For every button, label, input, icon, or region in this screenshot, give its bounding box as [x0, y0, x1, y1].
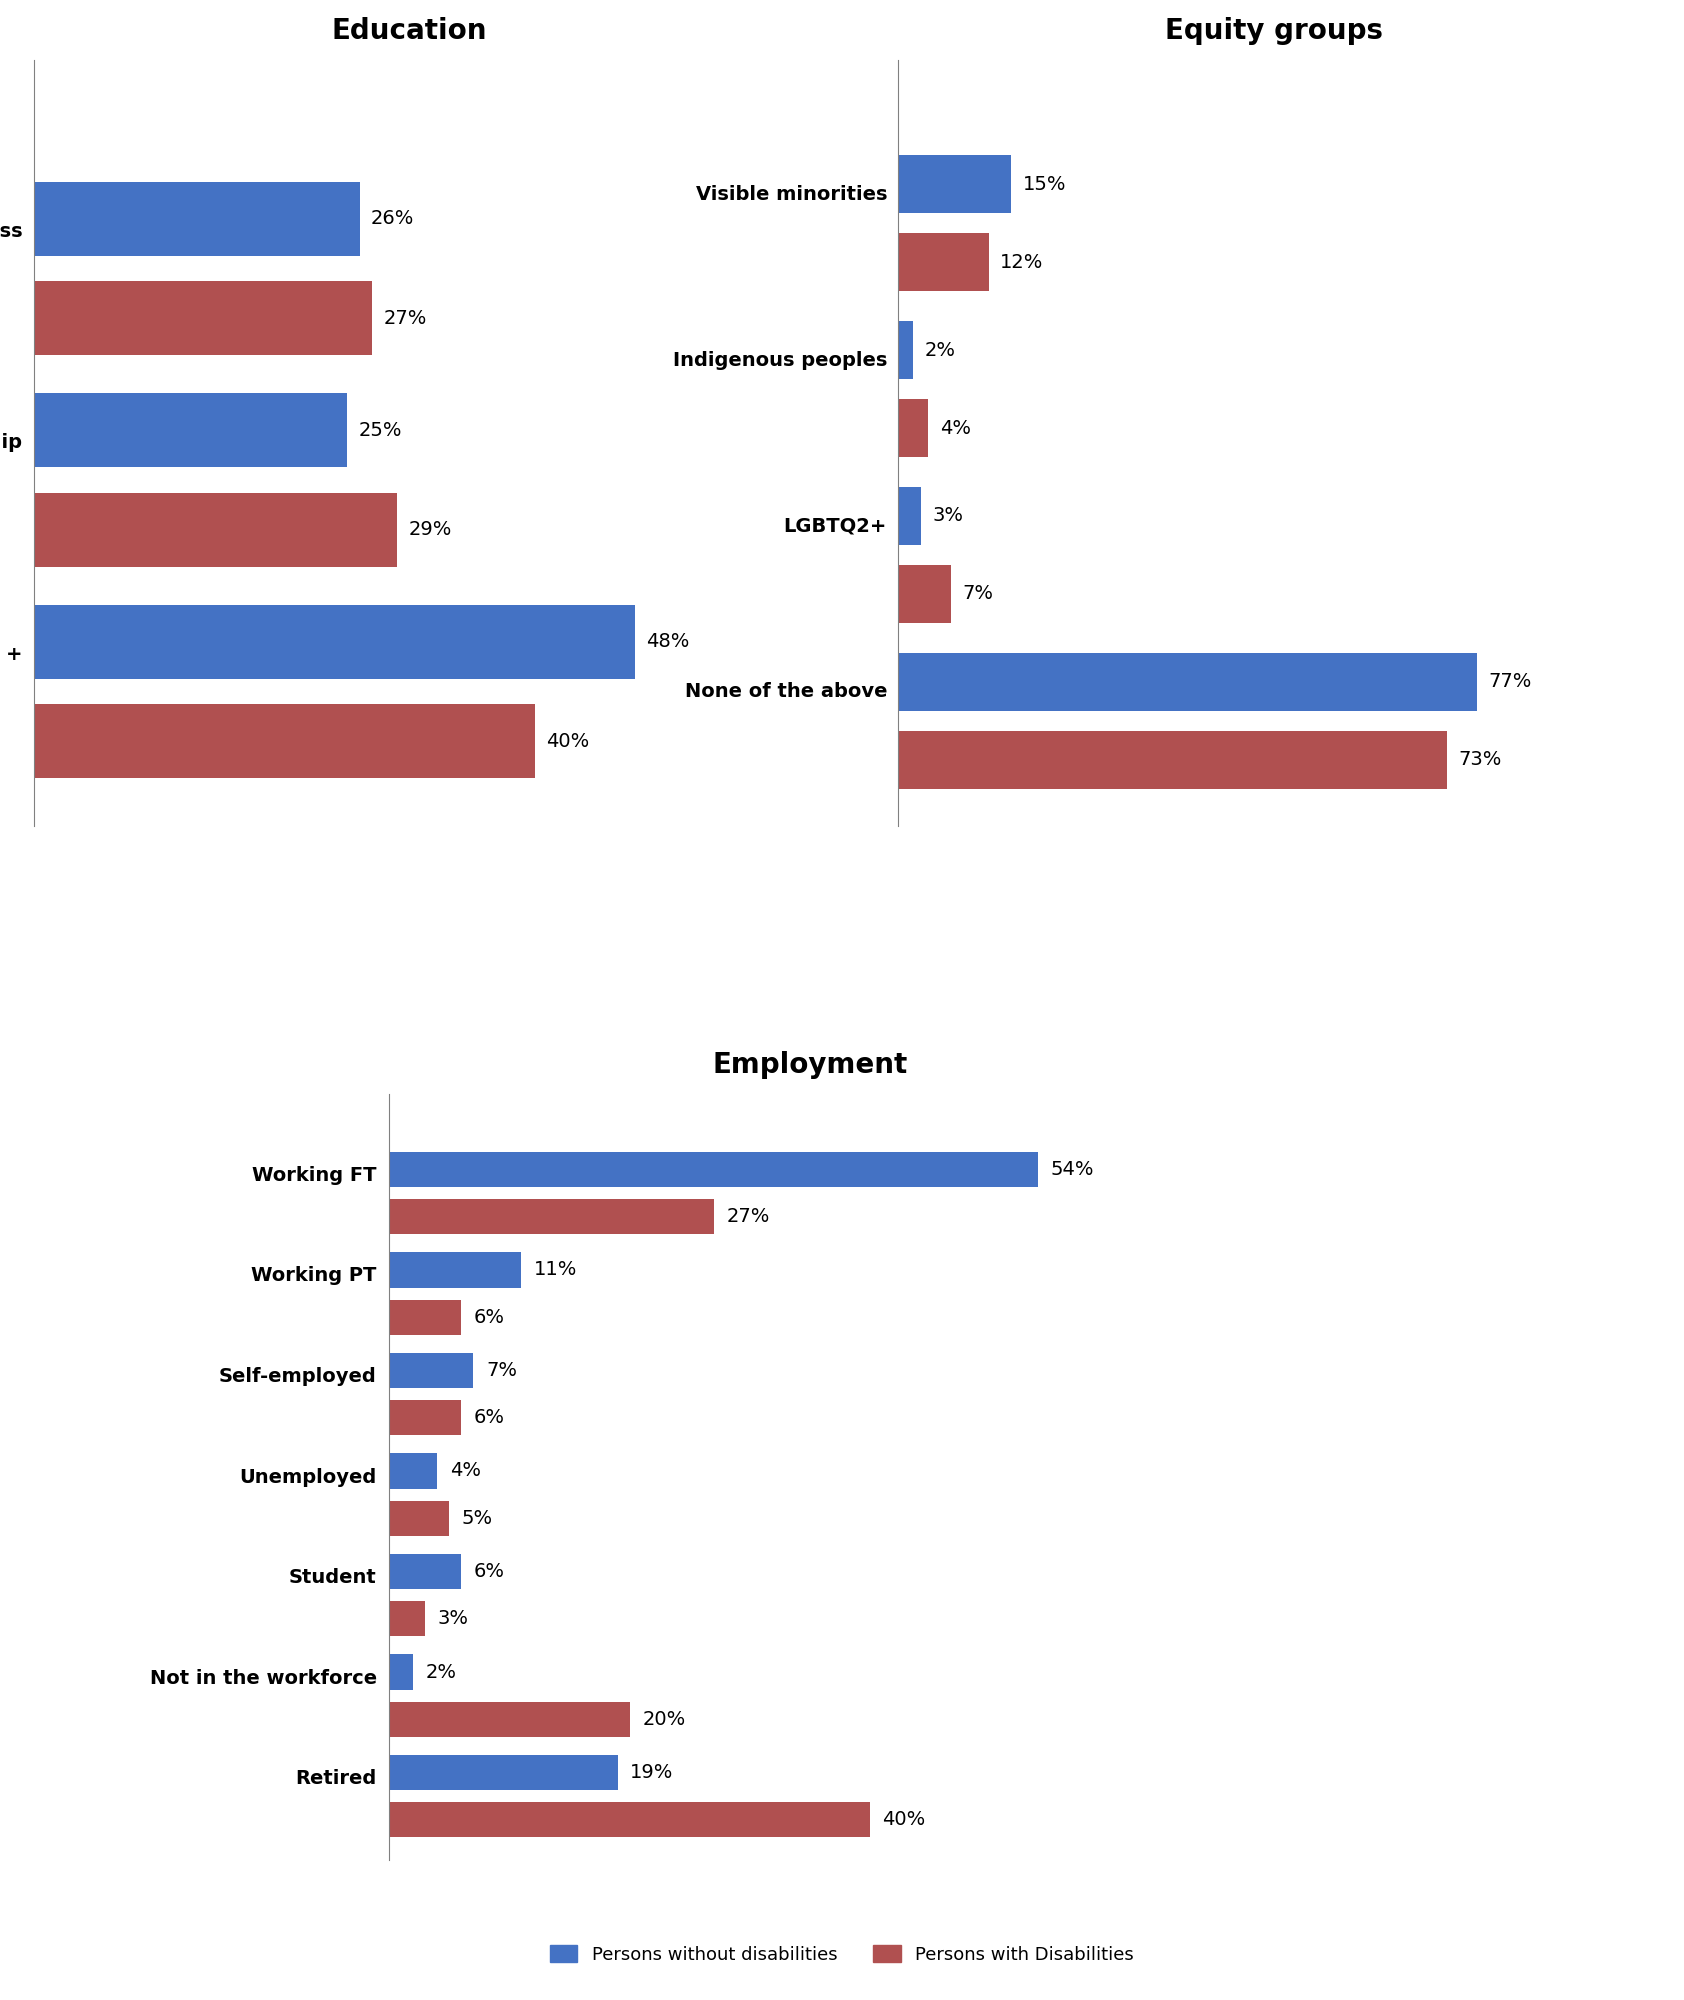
- Legend: Persons without disabilities, Persons with Disabilities: Persons without disabilities, Persons wi…: [542, 1938, 1142, 1970]
- Text: 27%: 27%: [726, 1208, 770, 1226]
- Text: 6%: 6%: [473, 1562, 505, 1582]
- Bar: [389, 1602, 426, 1636]
- Text: 5%: 5%: [461, 1508, 493, 1528]
- Bar: [389, 1454, 438, 1488]
- Bar: [898, 564, 951, 622]
- Text: 2%: 2%: [426, 1662, 456, 1682]
- Text: 6%: 6%: [473, 1408, 505, 1428]
- Bar: [34, 282, 372, 356]
- Text: 48%: 48%: [647, 632, 690, 652]
- Text: Working PT: Working PT: [251, 1266, 377, 1286]
- Text: 7%: 7%: [962, 584, 994, 604]
- Bar: [34, 604, 635, 678]
- Text: 29%: 29%: [409, 520, 451, 540]
- Text: 77%: 77%: [1489, 672, 1532, 692]
- Text: 20%: 20%: [642, 1710, 685, 1728]
- Text: 15%: 15%: [1022, 174, 1066, 194]
- Text: College / apprenticeship: College / apprenticeship: [0, 434, 22, 452]
- Bar: [389, 1400, 461, 1436]
- Text: High school or less: High school or less: [0, 222, 22, 240]
- Bar: [898, 486, 921, 544]
- Bar: [898, 730, 1447, 788]
- Bar: [389, 1200, 714, 1234]
- Bar: [389, 1554, 461, 1590]
- Text: Unemployed: Unemployed: [239, 1468, 377, 1486]
- Text: Not in the workforce: Not in the workforce: [150, 1668, 377, 1688]
- Text: 4%: 4%: [450, 1462, 482, 1480]
- Text: Visible minorities: Visible minorities: [695, 184, 887, 204]
- Bar: [898, 400, 928, 458]
- Text: Retired: Retired: [295, 1770, 377, 1788]
- Text: 3%: 3%: [933, 506, 963, 526]
- Text: Student: Student: [290, 1568, 377, 1588]
- Bar: [34, 704, 536, 778]
- Text: 40%: 40%: [546, 732, 589, 750]
- Text: 7%: 7%: [487, 1360, 517, 1380]
- Bar: [389, 1702, 630, 1736]
- Bar: [389, 1500, 450, 1536]
- Text: Working FT: Working FT: [253, 1166, 377, 1184]
- Text: 25%: 25%: [359, 420, 402, 440]
- Text: 27%: 27%: [384, 308, 426, 328]
- Text: 73%: 73%: [1458, 750, 1502, 770]
- Bar: [34, 492, 397, 566]
- Text: 11%: 11%: [534, 1260, 578, 1280]
- Bar: [389, 1754, 618, 1790]
- Title: Education: Education: [332, 18, 487, 46]
- Bar: [389, 1352, 473, 1388]
- Bar: [34, 182, 359, 256]
- Bar: [898, 156, 1010, 214]
- Bar: [898, 234, 989, 292]
- Text: 2%: 2%: [925, 340, 957, 360]
- Text: 54%: 54%: [1051, 1160, 1095, 1178]
- Text: None of the above: None of the above: [685, 682, 887, 702]
- Bar: [34, 394, 347, 468]
- Bar: [389, 1300, 461, 1334]
- Text: 19%: 19%: [630, 1764, 674, 1782]
- Bar: [898, 652, 1477, 710]
- Text: Indigenous peoples: Indigenous peoples: [672, 350, 887, 370]
- Text: 12%: 12%: [1000, 252, 1044, 272]
- Text: 3%: 3%: [438, 1610, 468, 1628]
- Text: Self-employed: Self-employed: [219, 1368, 377, 1386]
- Bar: [389, 1152, 1037, 1188]
- Text: 26%: 26%: [370, 210, 414, 228]
- Title: Equity groups: Equity groups: [1165, 18, 1383, 46]
- Bar: [389, 1252, 522, 1288]
- Text: 4%: 4%: [940, 418, 970, 438]
- Title: Employment: Employment: [712, 1052, 908, 1080]
- Bar: [389, 1802, 869, 1838]
- Text: University +: University +: [0, 646, 22, 664]
- Bar: [389, 1654, 413, 1690]
- Text: LGBTQ2+: LGBTQ2+: [783, 516, 887, 536]
- Text: 6%: 6%: [473, 1308, 505, 1326]
- Bar: [898, 322, 913, 380]
- Text: 40%: 40%: [882, 1810, 926, 1830]
